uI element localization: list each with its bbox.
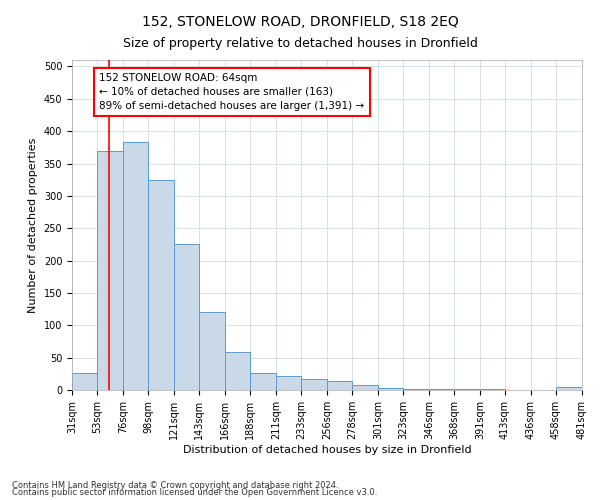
Bar [72,373,97,390]
Bar [123,142,148,390]
Bar [250,372,276,390]
Bar [97,150,123,390]
Text: 152 STONELOW ROAD: 64sqm
← 10% of detached houses are smaller (163)
89% of semi-: 152 STONELOW ROAD: 64sqm ← 10% of detach… [99,73,364,111]
Y-axis label: Number of detached properties: Number of detached properties [28,138,38,312]
Bar [378,388,403,390]
Bar [327,381,352,390]
Bar [199,312,225,390]
Bar [225,352,250,390]
Bar [556,387,582,390]
Text: 152, STONELOW ROAD, DRONFIELD, S18 2EQ: 152, STONELOW ROAD, DRONFIELD, S18 2EQ [142,15,458,29]
Bar [276,376,301,390]
Bar [148,180,174,390]
Text: Size of property relative to detached houses in Dronfield: Size of property relative to detached ho… [122,38,478,51]
Text: Contains HM Land Registry data © Crown copyright and database right 2024.: Contains HM Land Registry data © Crown c… [12,480,338,490]
Bar [352,385,378,390]
Bar [403,388,429,390]
X-axis label: Distribution of detached houses by size in Dronfield: Distribution of detached houses by size … [182,444,472,454]
Bar [174,244,199,390]
Text: Contains public sector information licensed under the Open Government Licence v3: Contains public sector information licen… [12,488,377,497]
Bar [301,379,327,390]
